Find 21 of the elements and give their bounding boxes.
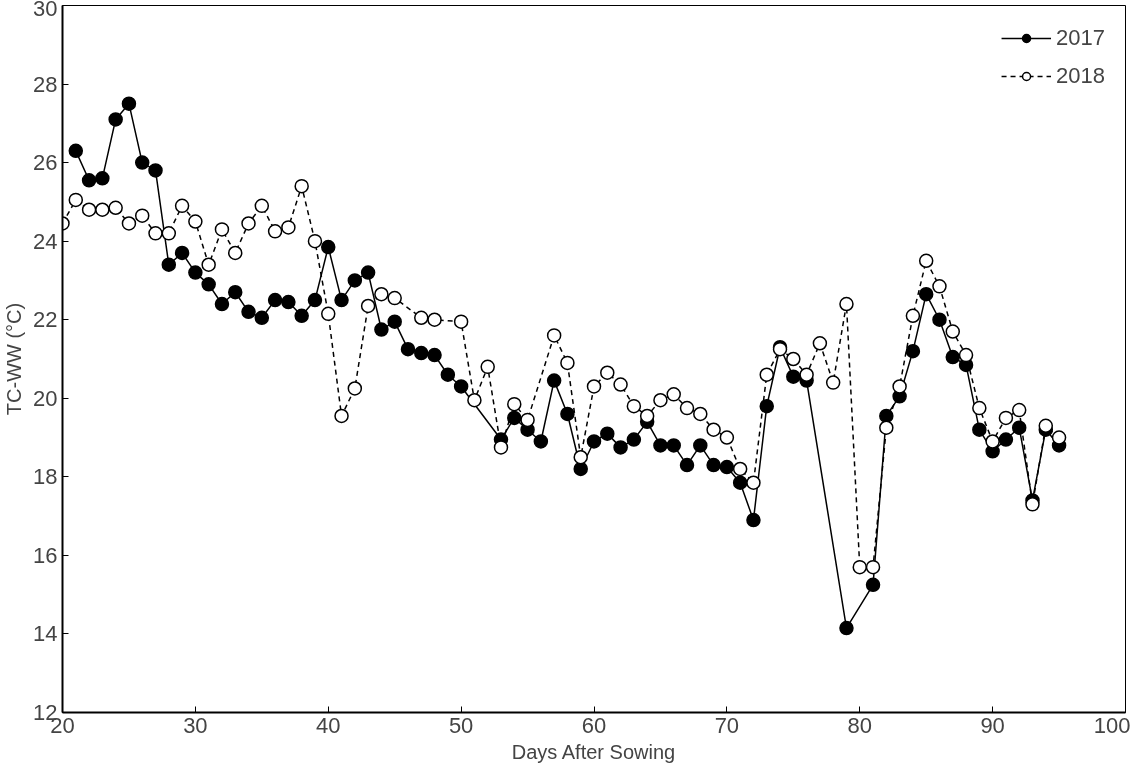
x-tick-label: 40	[316, 712, 341, 738]
y-tick-label: 20	[33, 385, 58, 411]
y-tick-label: 22	[33, 307, 58, 333]
x-tick-label: 90	[980, 712, 1005, 738]
x-tick-label: 60	[581, 712, 607, 738]
x-tick-label: 30	[183, 712, 208, 738]
x-tick-label: 70	[714, 712, 740, 738]
x-axis-title: Days After Sowing	[511, 740, 676, 763]
y-tick-label: 24	[33, 228, 58, 254]
y-tick-label: 14	[33, 621, 58, 647]
legend-label: 2018	[1056, 63, 1105, 89]
x-tick-label: 80	[847, 712, 872, 738]
y-tick-label: 26	[33, 150, 58, 176]
x-tick-label: 50	[448, 712, 474, 738]
legend-label: 2017	[1056, 25, 1105, 51]
y-axis-title: TC-WW (°C)	[3, 302, 26, 416]
y-tick-label: 28	[33, 71, 58, 97]
y-tick-label: 30	[33, 0, 58, 21]
y-tick-label: 16	[33, 542, 58, 568]
y-tick-label: 18	[33, 464, 58, 490]
x-tick-label: 100	[1093, 712, 1131, 738]
